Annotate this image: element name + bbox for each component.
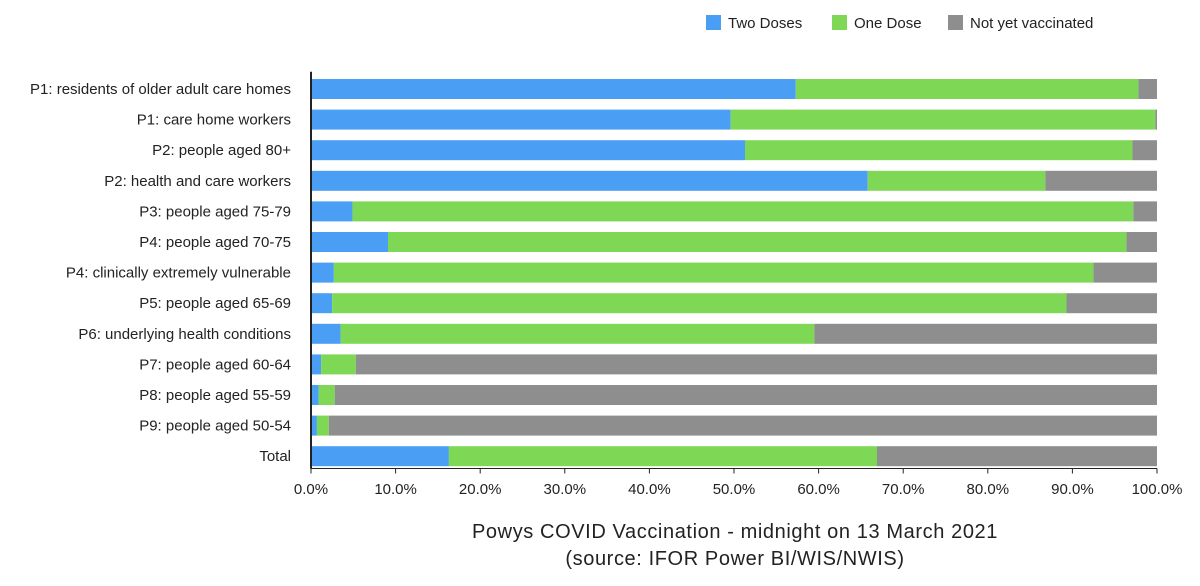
bar-two-doses-row-9 <box>311 323 341 344</box>
bar-one-dose-row-12 <box>316 415 329 436</box>
category-label: P2: people aged 80+ <box>152 142 291 159</box>
chart-subtitle: (source: IFOR Power BI/WIS/NWIS) <box>565 548 904 570</box>
x-tick-label: 20.0% <box>459 481 502 498</box>
bar-not-yet-vaccinated-row-3 <box>1132 140 1157 161</box>
bar-not-yet-vaccinated-row-10 <box>355 354 1158 375</box>
bar-one-dose-row-3 <box>745 140 1133 161</box>
bar-not-yet-vaccinated-row-8 <box>1066 293 1157 314</box>
category-label: P4: people aged 70-75 <box>139 234 291 251</box>
legend-swatch-one-dose <box>832 15 847 30</box>
bar-two-doses-row-4 <box>311 170 868 191</box>
bar-two-doses-row-11 <box>311 385 319 405</box>
bar-two-doses-row-5 <box>311 201 353 222</box>
category-label: P1: residents of older adult care homes <box>30 81 291 98</box>
category-label: P5: people aged 65-69 <box>139 295 291 312</box>
x-tick-label: 30.0% <box>544 481 587 498</box>
bar-one-dose-row-13 <box>448 446 877 467</box>
bar-two-doses-row-1 <box>311 79 796 99</box>
bar-not-yet-vaccinated-row-1 <box>1138 79 1157 99</box>
category-label: P8: people aged 55-59 <box>139 387 291 404</box>
bar-two-doses-row-7 <box>311 262 334 283</box>
category-label: Total <box>259 448 291 465</box>
legend: Two Doses One Dose Not yet vaccinated <box>706 15 1093 32</box>
x-tick-label: 100.0% <box>1132 481 1183 498</box>
legend-label-one-dose: One Dose <box>854 15 922 32</box>
bar-two-doses-row-2 <box>311 109 731 130</box>
x-tick-label: 10.0% <box>374 481 417 498</box>
bar-not-yet-vaccinated-row-9 <box>814 323 1157 344</box>
bar-two-doses-row-12 <box>311 415 317 436</box>
x-tick-label: 70.0% <box>882 481 925 498</box>
bar-one-dose-row-6 <box>387 232 1127 252</box>
category-label: P4: clinically extremely vulnerable <box>66 265 291 282</box>
chart-title: Powys COVID Vaccination - midnight on 13… <box>472 521 998 543</box>
bar-two-doses-row-10 <box>311 354 322 375</box>
bar-one-dose-row-7 <box>333 262 1094 283</box>
legend-swatch-not-yet-vaccinated <box>948 15 963 30</box>
category-label: P7: people aged 60-64 <box>139 356 291 373</box>
category-label: P3: people aged 75-79 <box>139 203 291 220</box>
bar-not-yet-vaccinated-row-13 <box>876 446 1157 467</box>
category-label: P6: underlying health conditions <box>78 326 291 343</box>
bar-one-dose-row-1 <box>795 79 1139 99</box>
x-axis: 0.0% 10.0% 20.0% 30.0% 40.0% 50.0% 60.0% 70.0% 8… <box>294 71 1183 498</box>
category-label: P1: care home workers <box>137 112 291 129</box>
bar-not-yet-vaccinated-row-12 <box>328 415 1157 436</box>
x-tick-label: 40.0% <box>628 481 671 498</box>
bar-not-yet-vaccinated-row-11 <box>334 385 1157 405</box>
bar-two-doses-row-13 <box>311 446 449 467</box>
bar-two-doses-row-6 <box>311 232 388 252</box>
bar-one-dose-row-8 <box>332 293 1067 314</box>
bar-two-doses-row-3 <box>311 140 745 161</box>
x-tick-label: 90.0% <box>1051 481 1094 498</box>
legend-label-two-doses: Two Doses <box>728 15 802 32</box>
bar-not-yet-vaccinated-row-5 <box>1133 201 1157 222</box>
bar-not-yet-vaccinated-row-4 <box>1045 170 1157 191</box>
category-label: P9: people aged 50-54 <box>139 418 291 435</box>
bar-one-dose-row-11 <box>318 385 335 405</box>
bar-one-dose-row-4 <box>867 170 1046 191</box>
bars-group <box>311 79 1158 467</box>
bar-one-dose-row-9 <box>340 323 815 344</box>
bar-not-yet-vaccinated-row-7 <box>1093 262 1157 283</box>
x-tick-label: 80.0% <box>967 481 1010 498</box>
bar-not-yet-vaccinated-row-6 <box>1126 232 1157 252</box>
x-tick-label: 60.0% <box>797 481 840 498</box>
legend-label-not-yet-vaccinated: Not yet vaccinated <box>970 15 1093 32</box>
bar-one-dose-row-2 <box>730 109 1156 130</box>
x-tick-label: 50.0% <box>713 481 756 498</box>
bar-one-dose-row-5 <box>352 201 1134 222</box>
category-labels: P1: residents of older adult care homes P… <box>30 81 291 465</box>
bar-one-dose-row-10 <box>321 354 356 375</box>
bar-two-doses-row-8 <box>311 293 333 314</box>
x-tick-label: 0.0% <box>294 481 328 498</box>
category-label: P2: health and care workers <box>104 173 291 190</box>
bar-not-yet-vaccinated-row-2 <box>1155 109 1157 130</box>
legend-swatch-two-doses <box>706 15 721 30</box>
